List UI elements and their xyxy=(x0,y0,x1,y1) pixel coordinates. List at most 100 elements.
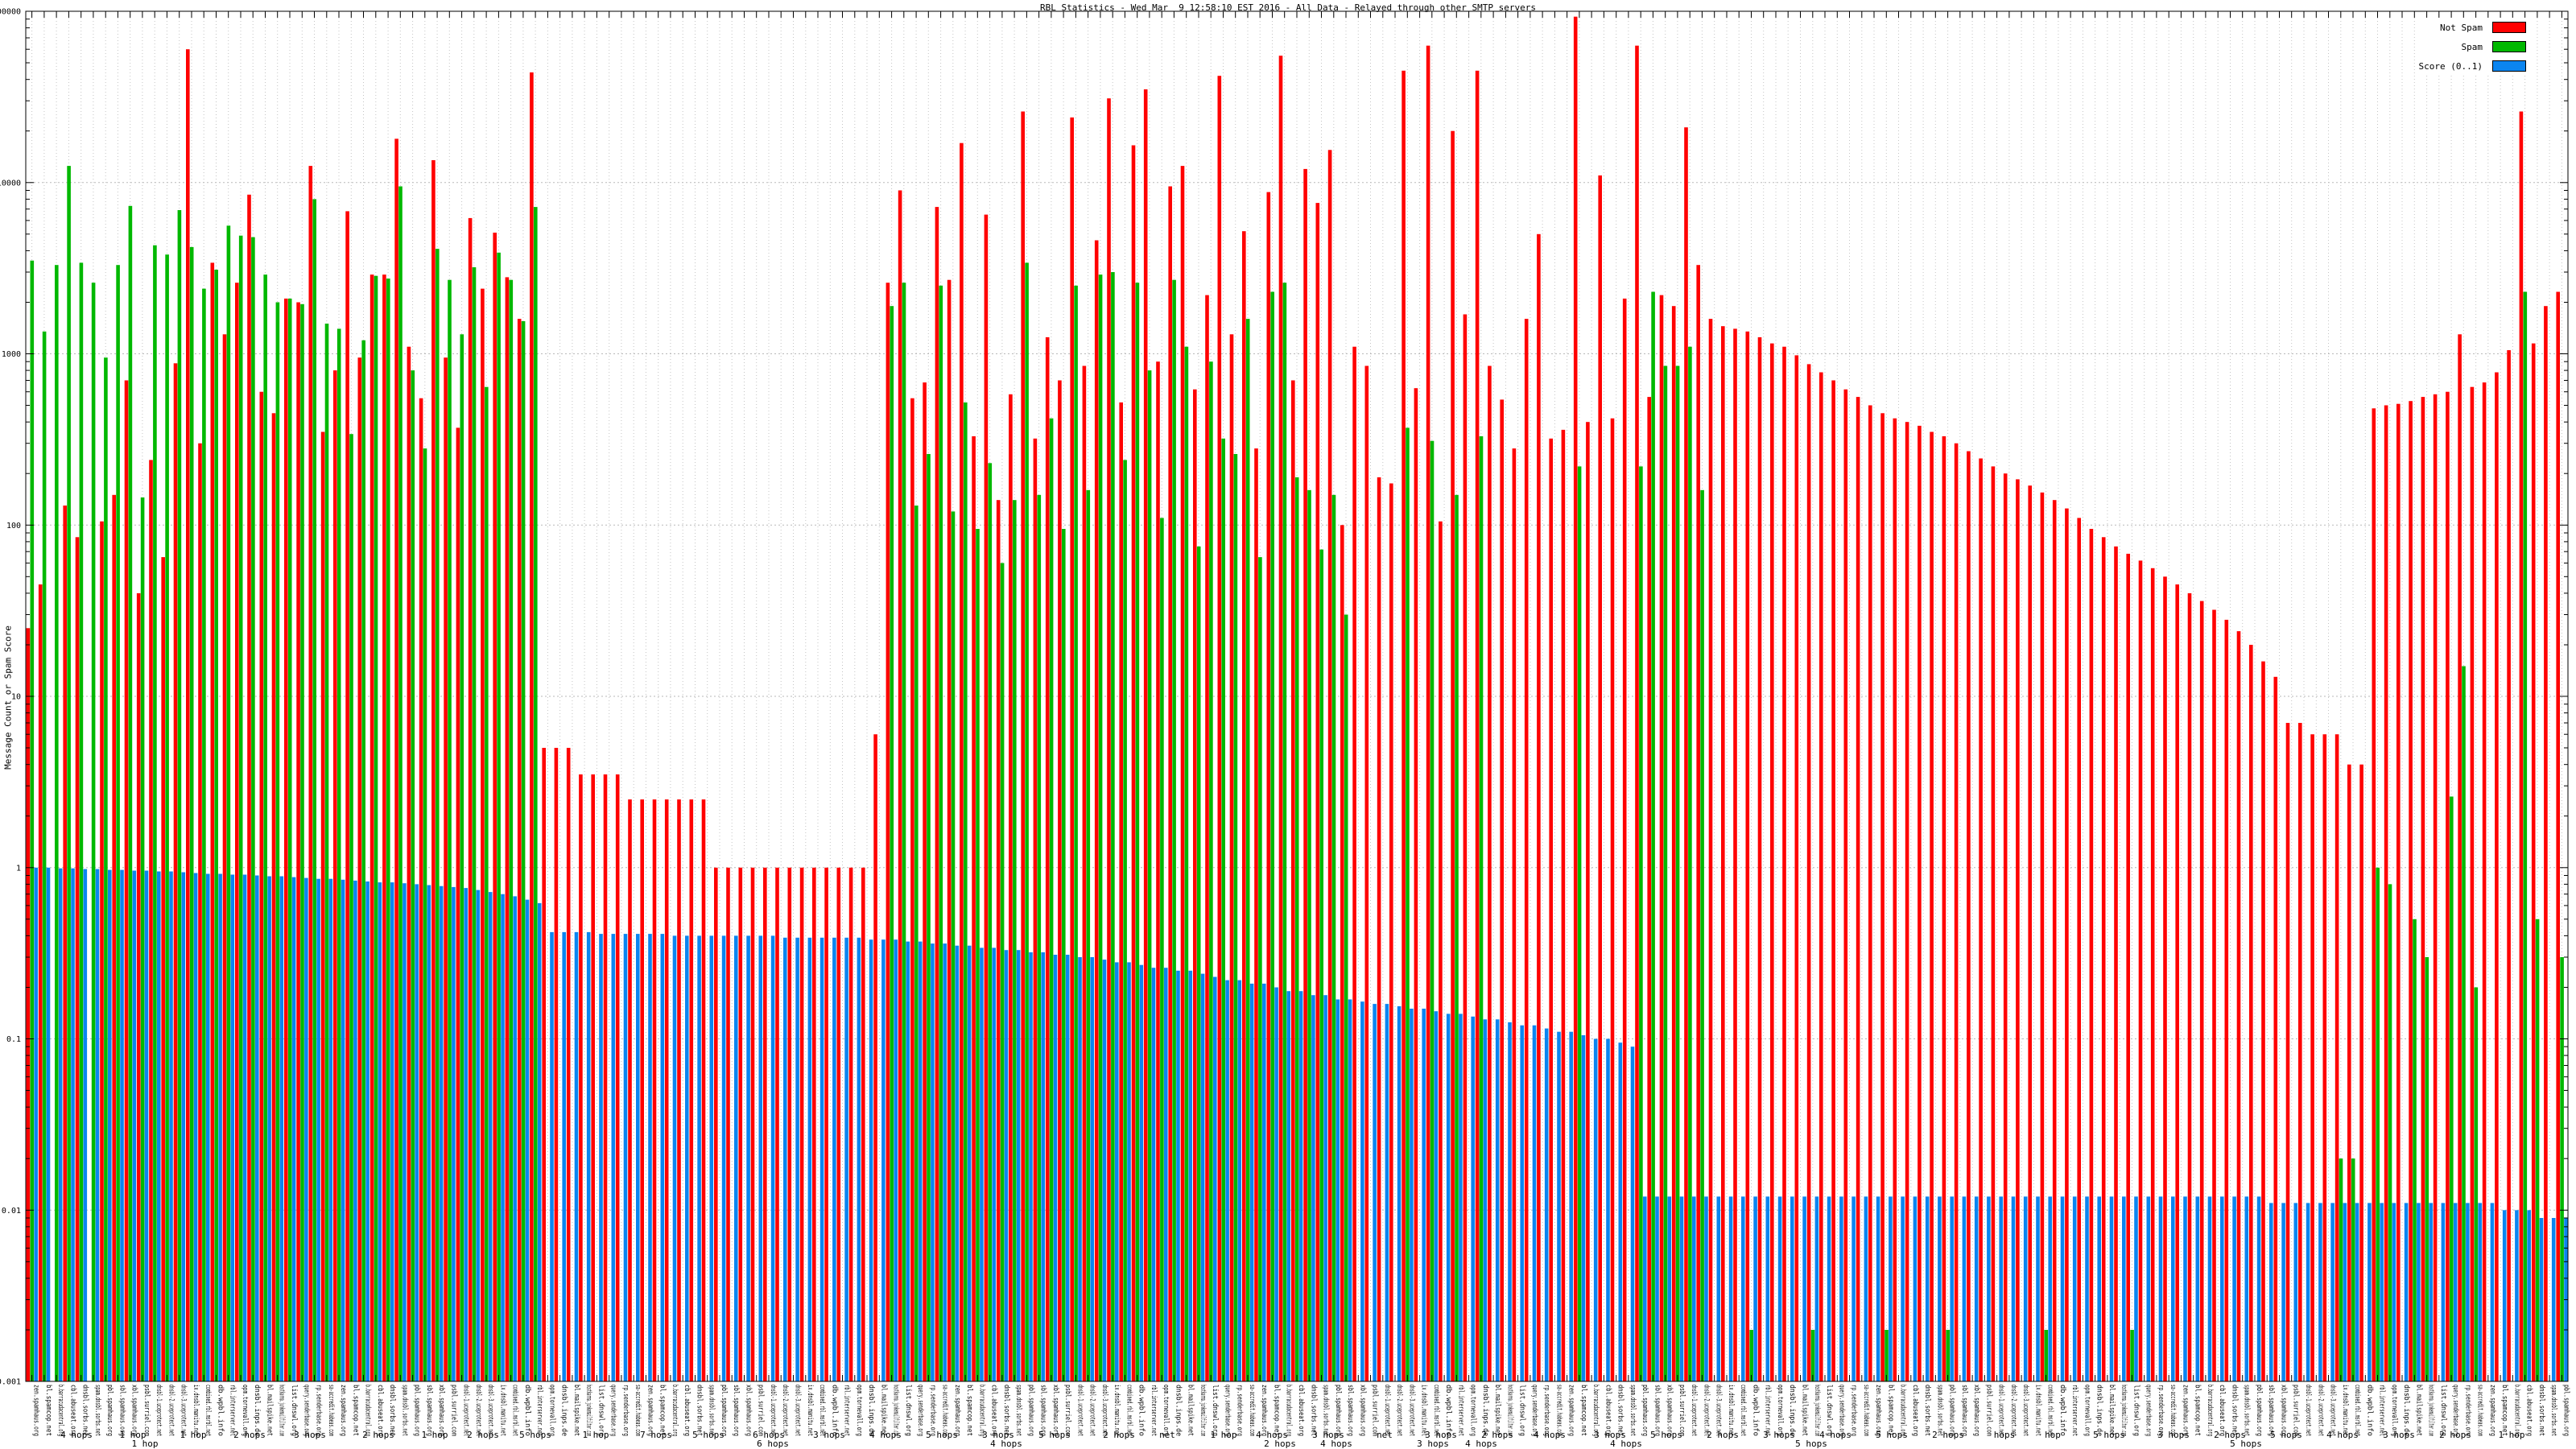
x-tick-label: rp.senderbase.org xyxy=(1850,1385,1858,1436)
x-tick-label: dnsbl.inps.de xyxy=(1174,1385,1182,1436)
x-tick-label: spam.dnsbl.sorbs.net xyxy=(1014,1385,1022,1436)
x-tick-label: db.wpbl.info xyxy=(1444,1385,1452,1436)
x-tick-label: bl.mailspike.net xyxy=(879,1385,887,1436)
x-tick-label: db.wpbl.info xyxy=(2365,1385,2373,1436)
x-tick-label: dnsbl-3.uceprotect.net xyxy=(2329,1385,2337,1436)
x-tick-label: pbl.spamhaus.org xyxy=(720,1385,728,1436)
x-tick-label: sbl.spamhaus.org xyxy=(118,1385,126,1436)
axis-ticks xyxy=(26,10,2568,1382)
x-tick-label: dnsbl.sorbs.net xyxy=(388,1385,396,1436)
x-tick-label: dnsbl.sorbs.net xyxy=(1309,1385,1317,1436)
y-tick-label: 0.001 xyxy=(0,1378,21,1387)
x-tick-label: dnsbl.sorbs.net xyxy=(1923,1385,1931,1436)
x-tick-label: sbl.spamhaus.org xyxy=(2267,1385,2275,1436)
hops-label: 3 hops xyxy=(1425,1430,1457,1440)
x-tick-label: db.wpbl.info xyxy=(1137,1385,1146,1436)
x-tick-label: combined.rbl.msrbl.net xyxy=(818,1385,826,1436)
x-tick-label: psbl.surriel.com xyxy=(1678,1385,1686,1436)
x-tick-label: dnsbl.inps.de xyxy=(1481,1385,1489,1436)
x-tick-label: rp.senderbase.org xyxy=(1542,1385,1550,1436)
x-tick-label: spam.dnsbl.sorbs.net xyxy=(1322,1385,1330,1436)
x-tick-label: dnsbl-3.uceprotect.net xyxy=(2021,1385,2029,1436)
x-tick-label: psbl.surriel.com xyxy=(1984,1385,1992,1436)
hops-label: 1 hop xyxy=(180,1430,206,1440)
hops-label: 2 hops xyxy=(362,1430,394,1440)
legend-item-label: Not Spam xyxy=(2440,22,2483,33)
hops-label: 4 hops xyxy=(60,1430,93,1440)
hops-label: 3 hops xyxy=(2383,1430,2415,1440)
x-tick-label: b.barracudacentral.org xyxy=(1899,1385,1907,1436)
x-tick-label: psbl.surriel.com xyxy=(757,1385,765,1436)
x-tick-label: dnsbl-3.uceprotect.net xyxy=(1100,1385,1108,1436)
x-tick-label: ix.dnsbl.manitu.net xyxy=(2033,1385,2041,1436)
hops-label: 5 hops xyxy=(519,1430,551,1440)
x-tick-label: dnsbl-1.uceprotect.net xyxy=(2304,1385,2312,1436)
x-tick-label: b.barracudacentral.org xyxy=(1285,1385,1293,1436)
x-tick-label: bl.spamcop.net xyxy=(2500,1385,2508,1436)
x-tick-label: pbl.spamhaus.org xyxy=(1948,1385,1956,1436)
x-tick-label: bl.spamcop.net xyxy=(2194,1385,2202,1436)
hops-label: 3 hops xyxy=(294,1430,326,1440)
x-tick-label: spam.dnsbl.sorbs.net xyxy=(1935,1385,1943,1436)
x-tick-label: list.dnswl.org xyxy=(1211,1385,1219,1436)
x-tick-label: b.barracudacentral.org xyxy=(1591,1385,1600,1436)
x-tick-label: b.barracudacentral.org xyxy=(56,1385,64,1436)
x-tick-label: ix.dnsbl.manitu.net xyxy=(1727,1385,1735,1436)
x-tick-label: rbl.interserver.net xyxy=(2378,1385,2386,1436)
hops-label: 2 hops xyxy=(1103,1430,1135,1440)
x-tick-label: query.senderbase.org xyxy=(609,1385,617,1436)
x-tick-label: xbl.spamhaus.org xyxy=(130,1385,138,1436)
hops-label: 1 hop xyxy=(582,1430,609,1440)
legend-item-label: Spam xyxy=(2461,41,2483,52)
x-tick-label: sa-accredit.habeas.com xyxy=(327,1385,335,1436)
x-tick-label: dnsbl.sorbs.net xyxy=(2231,1385,2239,1436)
x-tick-label: bl.mailspike.net xyxy=(1187,1385,1195,1436)
x-tick-label: sa-accredit.habeas.com xyxy=(634,1385,642,1436)
x-tick-label: cbl.abuseat.org xyxy=(1604,1385,1612,1436)
legend-item-swatch xyxy=(2492,60,2526,72)
x-tick-label: list.dnswl.org xyxy=(597,1385,605,1436)
x-tick-label: spam.dnsbl.sorbs.net xyxy=(708,1385,716,1436)
x-tick-label: cbl.abuseat.org xyxy=(376,1385,384,1436)
hops-label: 2 hops xyxy=(1707,1430,1739,1440)
x-tick-label: sbl.spamhaus.org xyxy=(1039,1385,1047,1436)
x-tick-label: dnsbl-2.uceprotect.net xyxy=(2316,1385,2324,1436)
hops-label: 3 hops xyxy=(2157,1430,2190,1440)
hops-label: 3 hops xyxy=(1312,1430,1344,1440)
hops-label: 1 hop xyxy=(119,1430,146,1440)
x-tick-label: xbl.spamhaus.org xyxy=(1666,1385,1674,1436)
x-tick-label: sa-accredit.habeas.com xyxy=(1248,1385,1256,1436)
hops-label: 3 hops xyxy=(1763,1430,1795,1440)
x-tick-label: hostkarma.junkemailfilter.com xyxy=(1813,1385,1821,1436)
x-tick-label: zen.spamhaus.org xyxy=(1874,1385,1882,1436)
x-tick-label: dnsbl-3.uceprotect.net xyxy=(1715,1385,1723,1436)
x-tick-label: db.wpbl.info xyxy=(1752,1385,1760,1436)
x-tick-label: bl.spamcop.net xyxy=(44,1385,52,1436)
hops-label: 2 hops xyxy=(233,1430,266,1440)
x-tick-label: query.senderbase.org xyxy=(2145,1385,2153,1436)
x-tick-label: hostkarma.junkemailfilter.com xyxy=(2120,1385,2128,1436)
hops-label: 5 hops xyxy=(1876,1430,1908,1440)
x-tick-label: zen.spamhaus.org xyxy=(32,1385,40,1436)
hops-label: 5 hops xyxy=(2270,1430,2302,1440)
x-tick-label: dnsbl-1.uceprotect.net xyxy=(1383,1385,1391,1436)
x-tick-label: dnsbl.sorbs.net xyxy=(81,1385,89,1436)
x-tick-label: pbl.spamhaus.org xyxy=(2255,1385,2263,1436)
x-tick-label: dnsbl-3.uceprotect.net xyxy=(794,1385,802,1436)
y-tick-label: 0.1 xyxy=(6,1035,21,1044)
hops-label: 4 hops xyxy=(1320,1439,1352,1449)
x-tick-label: dnsbl-2.uceprotect.net xyxy=(2009,1385,2017,1436)
x-tick-label: zen.spamhaus.org xyxy=(646,1385,654,1436)
x-tick-label: dnsbl-2.uceprotect.net xyxy=(474,1385,482,1436)
hops-label: 2 hops xyxy=(467,1430,499,1440)
x-tick-label: rbl.interserver.net xyxy=(1150,1385,1158,1436)
x-tick-label: dnsbl.inps.de xyxy=(867,1385,875,1436)
x-tick-label: dnsbl-2.uceprotect.net xyxy=(167,1385,175,1436)
hops-label: 1 hop xyxy=(131,1439,158,1449)
hops-label: 4 hops xyxy=(1610,1439,1642,1449)
x-tick-label: b.barracudacentral.org xyxy=(2206,1385,2214,1436)
x-tick-label: opm.tornevall.org xyxy=(547,1385,555,1436)
x-tick-label: pbl.spamhaus.org xyxy=(1641,1385,1649,1436)
x-tick-label: bl.spamcop.net xyxy=(1579,1385,1587,1436)
